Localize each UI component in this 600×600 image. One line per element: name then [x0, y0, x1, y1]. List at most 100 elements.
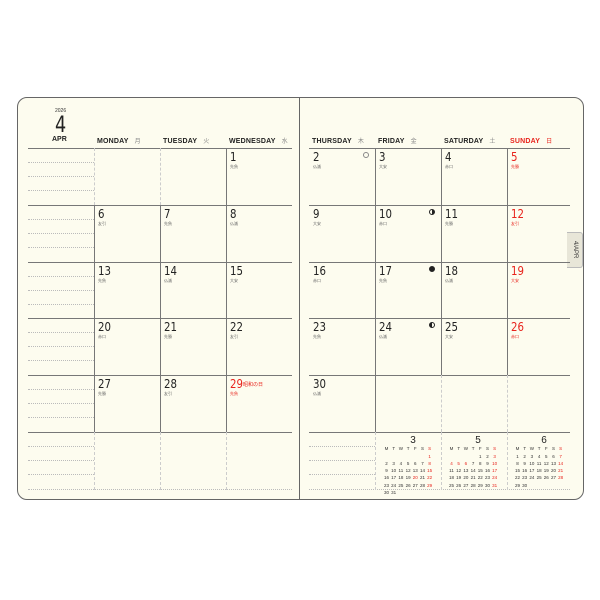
day-number[interactable]: 10 — [379, 206, 392, 221]
day-number[interactable]: 16 — [313, 263, 326, 278]
weekday-label: THURSDAY — [312, 138, 352, 145]
day-number[interactable]: 3 — [379, 150, 386, 164]
mini-day: 6 — [414, 460, 417, 466]
holiday-label: 昭和の日 — [243, 382, 264, 389]
weekday-kanji: 水 — [281, 139, 288, 145]
week-divider — [309, 318, 570, 320]
day-number[interactable]: 11 — [445, 206, 458, 221]
day-number[interactable]: 4 — [445, 150, 452, 164]
week-divider — [309, 261, 570, 263]
day-number[interactable]: 6 — [98, 206, 105, 221]
day-number[interactable]: 2 — [313, 150, 320, 164]
mini-day: 1 — [479, 453, 482, 459]
weekday-kanji: 木 — [357, 139, 365, 145]
day-number[interactable]: 18 — [445, 263, 458, 278]
memo-line — [28, 232, 94, 234]
day-divider — [226, 375, 227, 432]
mini-day: 31 — [492, 482, 498, 488]
mini-day: 1 — [428, 453, 431, 459]
mini-day: 5 — [545, 453, 548, 459]
rokuyo-label: 仏滅 — [445, 277, 453, 283]
mini-day: 7 — [559, 453, 562, 459]
day-number[interactable]: 22 — [230, 320, 243, 335]
day-number[interactable]: 14 — [164, 263, 177, 278]
mini-weekday: M — [384, 446, 389, 451]
mini-day: 20 — [412, 475, 418, 481]
day-number[interactable]: 21 — [164, 320, 177, 335]
year-label: 2026 — [55, 108, 67, 114]
mini-day: 12 — [405, 468, 411, 474]
mini-day: 15 — [477, 468, 483, 474]
day-number[interactable]: 23 — [313, 320, 326, 335]
day-divider — [441, 318, 442, 376]
day-number[interactable]: 9 — [313, 206, 320, 221]
day-divider — [226, 204, 227, 262]
day-number[interactable]: 27 — [98, 377, 111, 392]
weekday-label: MONDAY — [97, 138, 129, 145]
memo-line — [28, 403, 94, 405]
mini-calendar-month: 3 — [410, 435, 416, 446]
day-number[interactable]: 17 — [379, 263, 392, 278]
day-number[interactable]: 13 — [98, 263, 111, 278]
mini-calendar-month: 5 — [475, 435, 481, 446]
rokuyo-label: 友引 — [230, 334, 238, 340]
mini-weekday: S — [420, 446, 424, 451]
mini-day: 22 — [427, 475, 433, 481]
mini-weekday: T — [457, 446, 461, 451]
day-number[interactable]: 7 — [164, 206, 171, 221]
mini-day: 13 — [463, 468, 469, 474]
day-divider-dashed — [507, 432, 508, 490]
memo-line — [28, 289, 94, 291]
day-number[interactable]: 26 — [511, 320, 524, 335]
mini-weekday: S — [559, 446, 563, 451]
day-divider-dashed — [94, 148, 95, 205]
mini-day: 24 — [391, 482, 397, 488]
mini-day: 5 — [457, 460, 460, 466]
mini-day: 28 — [419, 482, 425, 488]
day-number[interactable]: 29 — [230, 377, 243, 392]
mini-day: 18 — [536, 468, 542, 474]
day-number[interactable]: 28 — [164, 377, 177, 392]
mini-day: 21 — [470, 475, 476, 481]
weekday-header-sunday: SUNDAY 日 — [510, 136, 552, 145]
day-number[interactable]: 5 — [511, 150, 518, 164]
mini-day: 4 — [399, 460, 403, 466]
weekday-kanji: 月 — [134, 139, 141, 145]
mini-day: 19 — [405, 475, 411, 481]
day-divider — [94, 204, 95, 262]
weekday-label: WEDNESDAY — [229, 138, 276, 145]
mini-day: 2 — [523, 453, 526, 459]
month-index-tab[interactable]: 4/APR — [567, 232, 583, 268]
day-divider — [441, 204, 442, 262]
day-number[interactable]: 12 — [511, 206, 524, 221]
day-number[interactable]: 24 — [379, 320, 392, 335]
day-divider — [375, 204, 376, 262]
rokuyo-label: 仏滅 — [379, 334, 387, 340]
mini-weekday: W — [463, 446, 469, 451]
mini-day: 10 — [529, 460, 535, 466]
memo-line — [28, 389, 94, 391]
day-number[interactable]: 20 — [98, 320, 111, 335]
day-divider — [507, 261, 508, 319]
rokuyo-label: 先負 — [230, 391, 238, 397]
day-divider — [94, 318, 95, 376]
mini-day: 12 — [456, 468, 462, 474]
memo-line — [28, 246, 94, 248]
new-moon-icon — [429, 265, 435, 272]
day-number[interactable]: 25 — [445, 320, 458, 335]
mini-day: 11 — [449, 468, 454, 474]
memo-line — [28, 446, 94, 447]
mini-weekday: W — [398, 446, 404, 451]
rokuyo-label: 友引 — [511, 220, 519, 226]
day-number[interactable]: 8 — [230, 206, 237, 221]
weekday-header-saturday: SATURDAY 土 — [444, 136, 496, 145]
mini-weekday: F — [544, 446, 548, 451]
mini-day: 10 — [492, 460, 498, 466]
rokuyo-label: 赤口 — [511, 334, 519, 340]
day-number[interactable]: 15 — [230, 263, 243, 278]
day-number[interactable]: 1 — [230, 150, 237, 164]
day-number[interactable]: 19 — [511, 263, 524, 278]
day-number[interactable]: 30 — [313, 377, 326, 392]
weekday-label: TUESDAY — [163, 138, 198, 145]
mini-day: 24 — [529, 475, 535, 481]
